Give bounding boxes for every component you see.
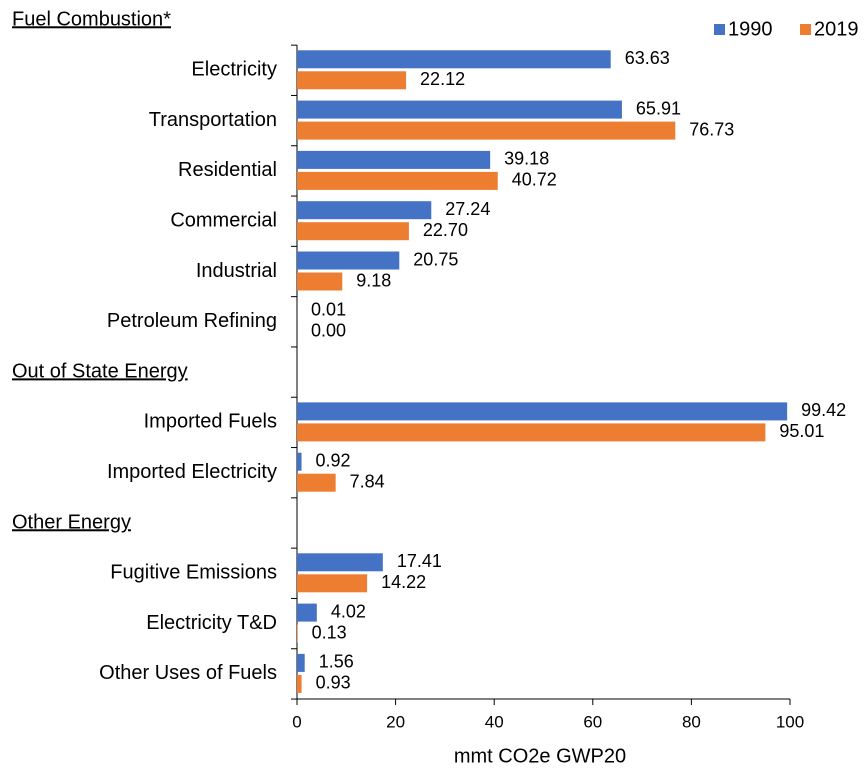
value-label: 1.56 [319, 652, 354, 672]
x-tick-label: 100 [776, 713, 804, 732]
bar [297, 50, 611, 69]
bar [297, 222, 409, 241]
value-label: 63.63 [625, 48, 670, 68]
value-label: 0.13 [312, 622, 347, 642]
bar [297, 653, 305, 672]
value-label: 65.91 [636, 98, 681, 118]
value-label: 39.18 [504, 149, 549, 169]
value-label: 0.00 [311, 321, 346, 341]
y-tick-label: Commercial [170, 209, 277, 231]
value-label: 95.01 [779, 421, 824, 441]
value-label: 22.12 [420, 69, 465, 89]
y-tick-label: Petroleum Refining [107, 310, 277, 332]
bar [297, 150, 491, 169]
value-label: 99.42 [801, 400, 846, 420]
bar [297, 100, 622, 119]
value-label: 4.02 [331, 601, 366, 621]
bar [297, 121, 676, 140]
y-tick-label: Transportation [149, 109, 277, 131]
y-tick-label: Electricity [191, 59, 277, 81]
x-tick-label: 80 [682, 713, 701, 732]
bar [297, 71, 407, 90]
legend-swatch [714, 24, 725, 35]
value-label: 0.93 [316, 673, 351, 693]
bar [297, 402, 788, 421]
value-label: 20.75 [413, 249, 458, 269]
section-header: Fuel Combustion* [12, 8, 171, 30]
x-axis-label: mmt CO2e GWP20 [454, 745, 626, 767]
bar [297, 624, 298, 643]
bar [297, 553, 383, 572]
bar [297, 473, 336, 492]
y-tick-label: Imported Electricity [107, 461, 277, 483]
legend-label: 2019 [814, 18, 859, 40]
bar [297, 251, 400, 270]
value-label: 40.72 [512, 170, 557, 190]
bar [297, 674, 302, 693]
value-label: 17.41 [397, 551, 442, 571]
x-tick-label: 0 [292, 713, 301, 732]
value-label: 76.73 [689, 119, 734, 139]
value-label: 0.01 [311, 300, 346, 320]
bar [297, 603, 317, 622]
section-header: Other Energy [12, 511, 131, 533]
section-header: Out of State Energy [12, 360, 188, 382]
y-tick-label: Imported Fuels [144, 411, 277, 433]
value-label: 0.92 [316, 450, 351, 470]
y-tick-label: Industrial [196, 260, 277, 282]
value-label: 27.24 [445, 199, 490, 219]
y-tick-label: Electricity T&D [146, 612, 277, 634]
value-label: 22.70 [423, 220, 468, 240]
value-label: 7.84 [350, 471, 385, 491]
value-label: 9.18 [356, 270, 391, 290]
x-tick-label: 60 [583, 713, 602, 732]
y-tick-label: Residential [178, 159, 277, 181]
x-tick-label: 20 [386, 713, 405, 732]
bar [297, 201, 432, 220]
x-tick-label: 40 [485, 713, 504, 732]
legend-label: 1990 [728, 18, 773, 40]
bar [297, 423, 766, 442]
bar [297, 171, 498, 190]
bar [297, 574, 368, 593]
value-label: 14.22 [381, 572, 426, 592]
y-tick-label: Other Uses of Fuels [99, 662, 277, 684]
bar [297, 452, 302, 471]
y-tick-label: Fugitive Emissions [110, 562, 277, 584]
bar [297, 272, 343, 291]
legend-swatch [800, 24, 811, 35]
